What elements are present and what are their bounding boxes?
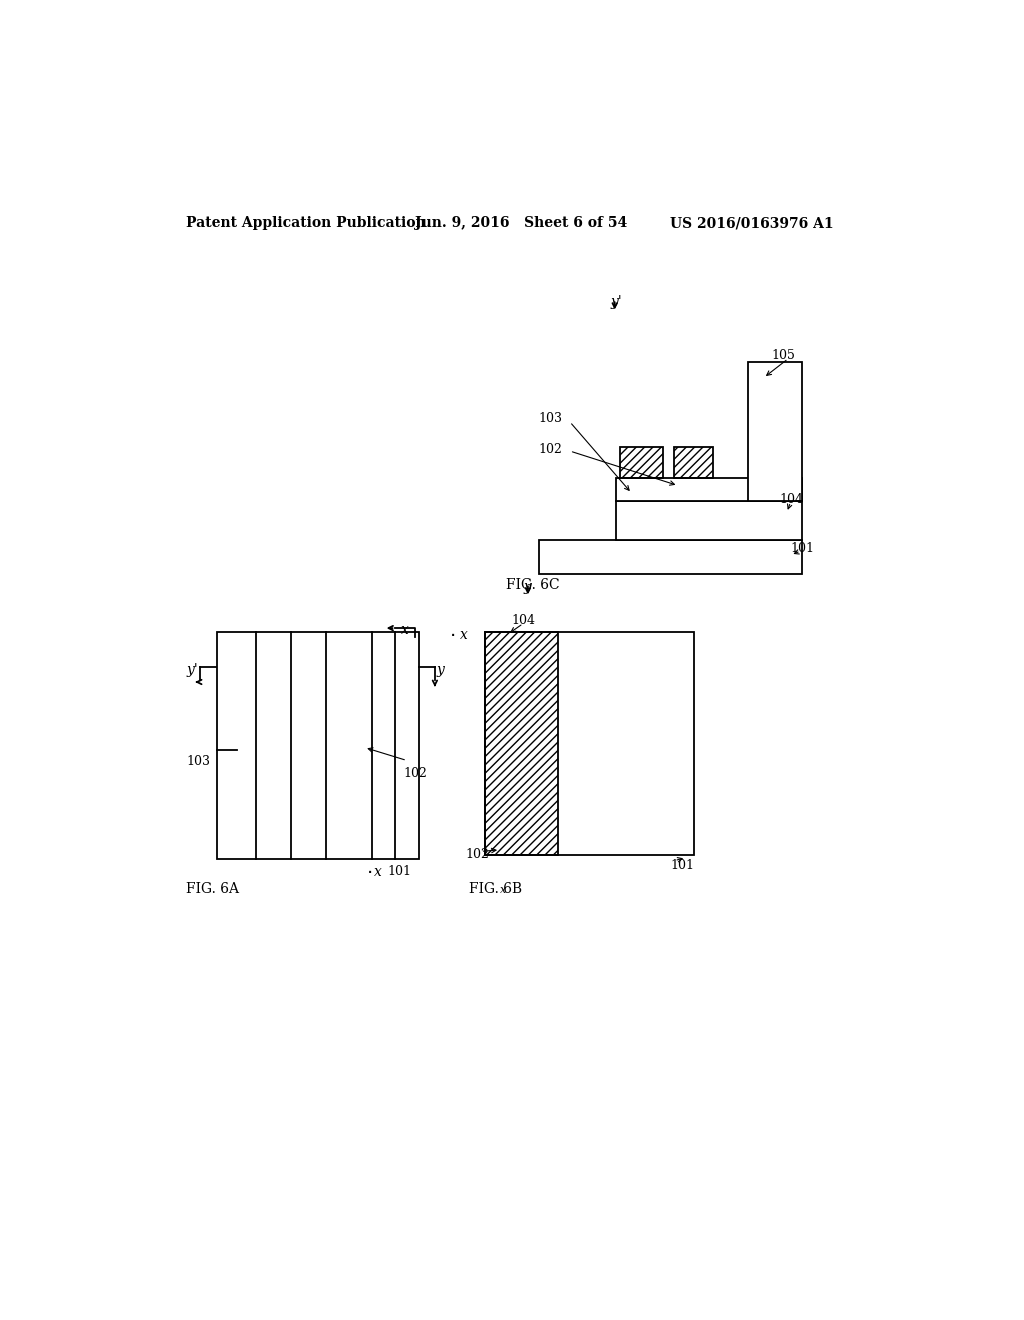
Text: 102: 102 [465,847,489,861]
Text: y': y' [610,296,622,309]
Text: 101: 101 [791,543,815,554]
Bar [616,478,802,502]
Text: x: x [500,884,506,895]
Text: 104: 104 [779,494,803,507]
Text: US 2016/0163976 A1: US 2016/0163976 A1 [671,216,835,230]
Text: 101: 101 [671,859,694,873]
Text: 102: 102 [539,444,562,457]
Bar [484,632,558,855]
Bar [675,447,713,478]
Bar [621,447,663,478]
Text: x: x [375,866,382,879]
Text: FIG. 6B: FIG. 6B [469,882,522,896]
Bar [484,632,693,855]
Bar [616,502,802,540]
Text: ·: · [367,863,373,883]
Text: 103: 103 [186,755,210,768]
Text: ·: · [450,627,456,645]
Text: y': y' [186,663,198,677]
Text: 103: 103 [539,412,563,425]
Text: 104: 104 [512,614,536,627]
Text: 101: 101 [388,866,412,878]
Text: FIG. 6A: FIG. 6A [186,882,240,896]
Text: 102: 102 [403,767,427,780]
Text: 105: 105 [771,350,795,363]
Bar [539,540,802,574]
Text: x: x [400,623,409,636]
Text: Patent Application Publication: Patent Application Publication [186,216,426,230]
Text: FIG. 6C: FIG. 6C [506,578,560,593]
Text: y: y [523,581,531,594]
Text: y: y [436,663,444,677]
Text: x: x [460,628,468,642]
Text: Jun. 9, 2016   Sheet 6 of 54: Jun. 9, 2016 Sheet 6 of 54 [415,216,627,230]
Bar [748,363,802,502]
Bar [217,632,419,859]
